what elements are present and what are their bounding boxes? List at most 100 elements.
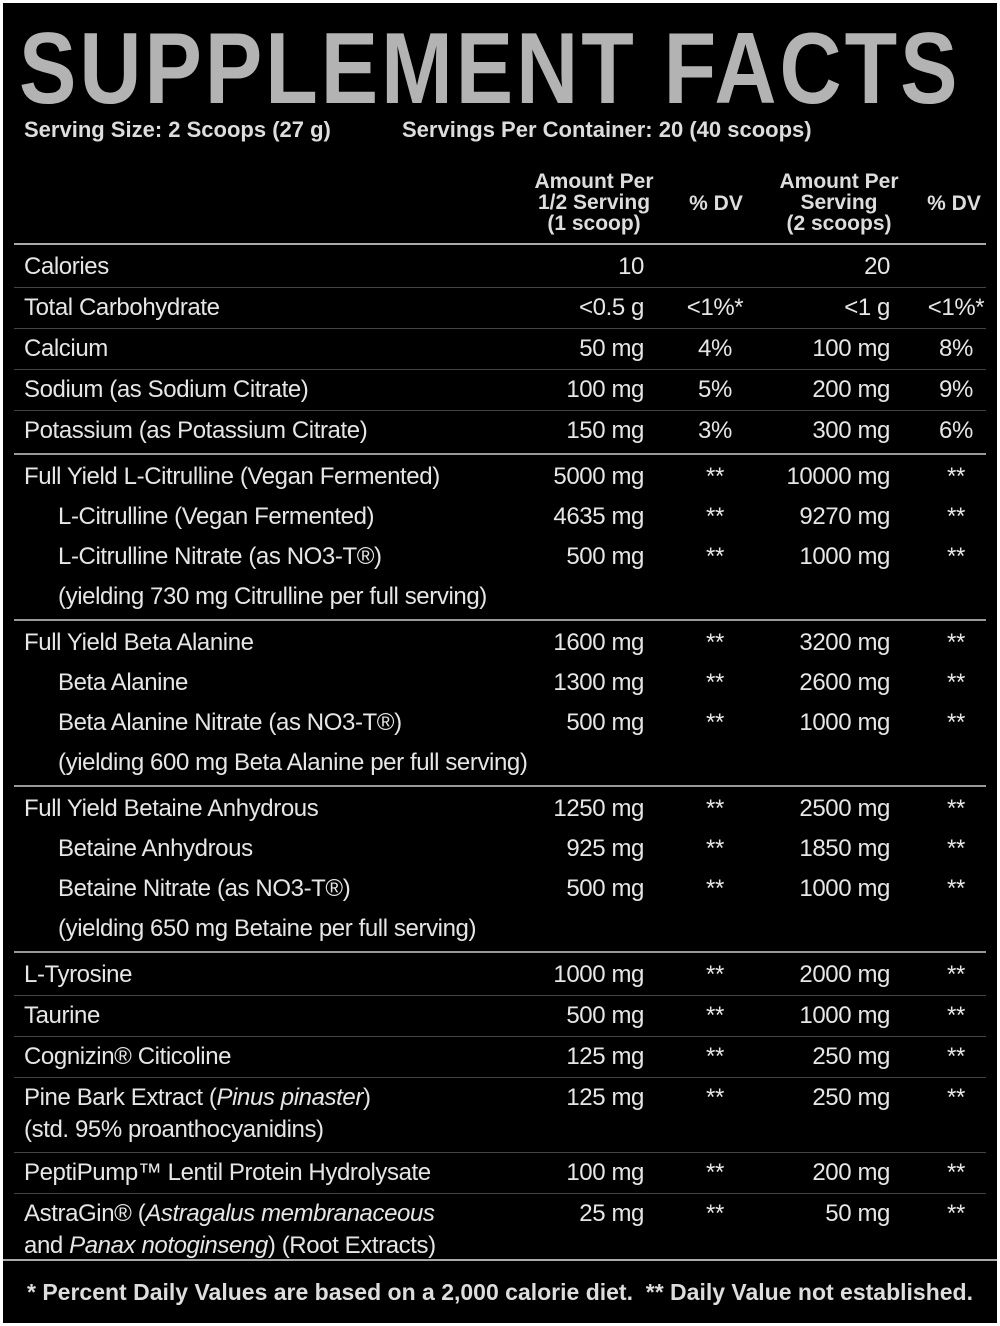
amount: 1000 mg [799, 543, 890, 570]
name-text: Beta Alanine [58, 669, 188, 696]
daily-value: 6% [939, 417, 973, 444]
ingredient-name: Betaine Nitrate (as NO3-T®) [14, 873, 986, 905]
daily-value: ** [947, 543, 965, 570]
daily-value: ** [947, 463, 965, 490]
row: Full Yield Beta Alanine 1600 mg ** 3200 mg *… [14, 623, 986, 663]
row: PeptiPump™ Lentil Protein Hydrolysate 100… [14, 1152, 986, 1193]
ingredient-name: PeptiPump™ Lentil Protein Hydrolysate [14, 1157, 986, 1189]
amount: 100 mg [566, 376, 644, 403]
name-text: Sodium (as Sodium Citrate) [24, 376, 309, 403]
daily-value: ** [947, 1084, 965, 1111]
amount: <1 g [844, 294, 890, 321]
row: L-Citrulline Nitrate (as NO3-T®) 500 mg **… [14, 537, 986, 577]
amount: 50 mg [825, 1200, 890, 1227]
name-text: Panax notoginseng [69, 1232, 268, 1259]
daily-value: ** [706, 629, 724, 656]
facts-table: Amount Per 1/2 Serving (1 scoop)% DV Amount… [14, 153, 986, 1270]
daily-value: ** [706, 795, 724, 822]
amount: 1000 mg [799, 875, 890, 902]
amount: 9270 mg [799, 503, 890, 530]
amount: 150 mg [566, 417, 644, 444]
amount: 5000 mg [553, 463, 644, 490]
daily-value: ** [947, 1002, 965, 1029]
daily-value: <1%* [927, 294, 985, 321]
row: Calories 10 20 [14, 247, 986, 287]
amount: 1600 mg [553, 629, 644, 656]
name-text: Betaine Anhydrous [58, 835, 253, 862]
table-header: Amount Per 1/2 Serving (1 scoop)% DV Amount… [14, 153, 986, 245]
amount: 10000 mg [786, 463, 890, 490]
ingredient-name: Full Yield Beta Alanine [14, 627, 986, 659]
name-text: L-Tyrosine [24, 961, 133, 988]
name-line: L-Citrulline Nitrate (as NO3-T®) [58, 541, 986, 573]
row: Beta Alanine Nitrate (as NO3-T®) 500 mg **… [14, 703, 986, 743]
ingredient-name: Pine Bark Extract (Pinus pinaster) (std. … [14, 1082, 986, 1146]
amount: 250 mg [812, 1084, 890, 1111]
row: AstraGin® (Astragalus membranaceous and P… [14, 1193, 986, 1268]
ingredient-name: L-Tyrosine [14, 959, 986, 991]
name-line: (yielding 600 mg Beta Alanine per full s… [58, 747, 986, 779]
name-line: Cognizin® Citicoline [24, 1041, 986, 1073]
daily-value: ** [706, 709, 724, 736]
row: Betaine Nitrate (as NO3-T®) 500 mg ** 1000 … [14, 869, 986, 909]
daily-value: ** [947, 875, 965, 902]
row: Calcium 50 mg 4% 100 mg 8% [14, 328, 986, 369]
amount: 10 [618, 253, 644, 280]
row: Taurine 500 mg ** 1000 mg ** [14, 995, 986, 1036]
name-text: Cognizin® Citicoline [24, 1043, 232, 1070]
name-text: (yielding 650 mg Betaine per full servin… [58, 915, 477, 942]
ingredient-name: Total Carbohydrate [14, 292, 986, 324]
amount: 1000 mg [553, 961, 644, 988]
daily-value: ** [947, 503, 965, 530]
daily-value: 9% [939, 376, 973, 403]
name-line: Full Yield Betaine Anhydrous [24, 793, 986, 825]
ingredient-name: Calcium [14, 333, 986, 365]
daily-value: ** [706, 669, 724, 696]
name-text: ) [362, 1084, 371, 1111]
daily-value: ** [947, 1043, 965, 1070]
name-line: L-Citrulline (Vegan Fermented) [58, 501, 986, 533]
title: SUPPLEMENT FACTS [19, 12, 961, 126]
name-text: Pinus pinaster [216, 1084, 363, 1111]
daily-value: ** [706, 503, 724, 530]
ingredient-name: Beta Alanine [14, 667, 986, 699]
amount: 2600 mg [799, 669, 890, 696]
table-body: Calories 10 20 Total Carbohydrate <0.5 g <1%*… [14, 245, 986, 1270]
amount: 250 mg [812, 1043, 890, 1070]
column-header-line: 1/2 Serving [537, 191, 651, 214]
section: L-Tyrosine 1000 mg ** 2000 mg ** Taurine 500 m… [14, 951, 986, 1270]
column-header-line: Serving [800, 191, 878, 214]
ingredient-name: Potassium (as Potassium Citrate) [14, 415, 986, 447]
amount: 4635 mg [553, 503, 644, 530]
amount: 200 mg [812, 1159, 890, 1186]
amount: 300 mg [812, 417, 890, 444]
amount: 200 mg [812, 376, 890, 403]
ingredient-name: (yielding 600 mg Beta Alanine per full s… [14, 747, 986, 779]
amount: <0.5 g [579, 294, 644, 321]
row: L-Citrulline (Vegan Fermented) 4635 mg ** 9… [14, 497, 986, 537]
ingredient-name: (yielding 730 mg Citrulline per full ser… [14, 581, 986, 613]
name-line: Calories [24, 251, 986, 283]
name-text: and [24, 1232, 70, 1259]
column-header-line: % DV [689, 192, 743, 215]
amount: 2500 mg [799, 795, 890, 822]
daily-value: ** [706, 1002, 724, 1029]
daily-value: 4% [698, 335, 732, 362]
servings-per-container: Servings Per Container: 20 (40 scoops) [402, 117, 812, 142]
ingredient-name: Taurine [14, 1000, 986, 1032]
amount: 1850 mg [799, 835, 890, 862]
row: Full Yield L-Citrulline (Vegan Fermented… [14, 457, 986, 497]
name-line: Full Yield Beta Alanine [24, 627, 986, 659]
name-text: (yielding 600 mg Beta Alanine per full s… [58, 749, 528, 776]
daily-value: 8% [939, 335, 973, 362]
amount: 500 mg [566, 1002, 644, 1029]
daily-value: ** [947, 795, 965, 822]
amount: 1250 mg [553, 795, 644, 822]
daily-value: ** [706, 543, 724, 570]
section: Full Yield Betaine Anhydrous 1250 mg ** 250… [14, 785, 986, 951]
ingredient-name: (yielding 650 mg Betaine per full servin… [14, 913, 986, 945]
name-text: (std. 95% proanthocyanidins) [24, 1116, 324, 1143]
name-line: (yielding 650 mg Betaine per full servin… [58, 913, 986, 945]
column-header: Amount Per 1/2 Serving (1 scoop) [514, 171, 674, 234]
ingredient-name: Full Yield Betaine Anhydrous [14, 793, 986, 825]
